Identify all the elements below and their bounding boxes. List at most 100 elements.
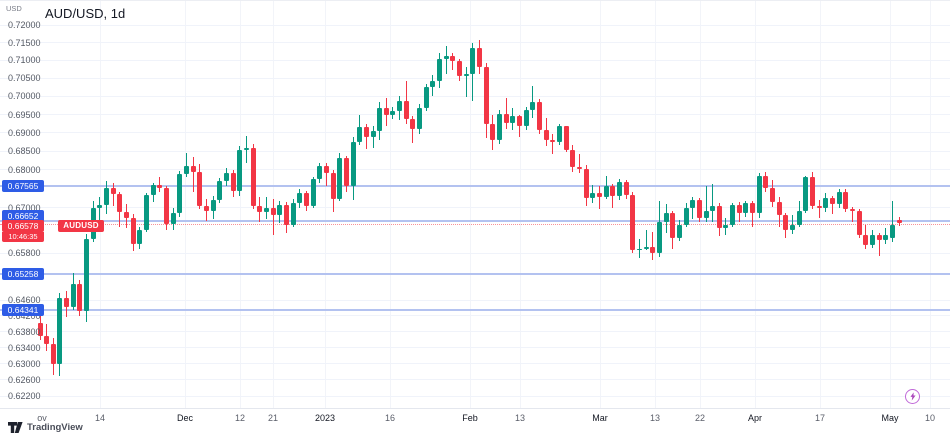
candle-body[interactable]: [44, 335, 50, 344]
candle-wick[interactable]: [412, 116, 414, 144]
candle-wick[interactable]: [645, 230, 647, 251]
candle-body[interactable]: [450, 56, 456, 62]
candle-body[interactable]: [690, 199, 696, 208]
candle-body[interactable]: [843, 192, 849, 210]
candle-body[interactable]: [390, 110, 396, 116]
candle-body[interactable]: [270, 207, 276, 216]
candle-body[interactable]: [763, 175, 769, 188]
candle-body[interactable]: [616, 181, 622, 197]
candle-body[interactable]: [117, 193, 123, 213]
candle-body[interactable]: [164, 187, 170, 225]
candle-body[interactable]: [250, 147, 256, 207]
candle-body[interactable]: [104, 187, 110, 205]
candle-body[interactable]: [537, 101, 542, 130]
candle-body[interactable]: [750, 202, 756, 214]
candle-wick[interactable]: [878, 232, 880, 257]
time-axis[interactable]: ov 14 Dec 12 21 2023 16 Feb 13 Mar 13 22 Apr 17 May 10: [0, 408, 950, 423]
candle-body[interactable]: [477, 47, 483, 67]
candle-body[interactable]: [263, 207, 269, 213]
candle-body[interactable]: [863, 234, 869, 245]
candle-body[interactable]: [243, 147, 249, 150]
candle-body[interactable]: [503, 113, 509, 123]
candle-body[interactable]: [670, 213, 676, 238]
candle-body[interactable]: [583, 169, 589, 199]
candle-body[interactable]: [437, 58, 443, 82]
candle-body[interactable]: [716, 205, 722, 229]
candle-wick[interactable]: [272, 199, 274, 235]
candle-body[interactable]: [563, 126, 569, 150]
candle-body[interactable]: [77, 283, 83, 311]
price-line-label[interactable]: 0.65258: [2, 268, 44, 281]
candle-body[interactable]: [237, 149, 243, 191]
candle-body[interactable]: [656, 221, 662, 254]
candle-body[interactable]: [363, 127, 369, 138]
candle-wick[interactable]: [505, 98, 507, 130]
candle-wick[interactable]: [112, 183, 114, 206]
candle-body[interactable]: [470, 47, 476, 75]
candle-body[interactable]: [170, 212, 176, 225]
candle-body[interactable]: [810, 177, 816, 206]
candle-body[interactable]: [856, 210, 862, 235]
candle-wick[interactable]: [552, 133, 554, 155]
candle-body[interactable]: [257, 206, 263, 213]
candle-body[interactable]: [743, 202, 749, 214]
candle-wick[interactable]: [578, 154, 580, 173]
horizontal-price-line[interactable]: [0, 273, 950, 276]
candle-body[interactable]: [876, 234, 882, 240]
candle-body[interactable]: [736, 205, 742, 214]
candle-wick[interactable]: [612, 184, 614, 209]
economic-event-lightning-icon[interactable]: [905, 389, 920, 404]
candle-body[interactable]: [636, 248, 642, 250]
candle-body[interactable]: [303, 193, 309, 207]
candle-body[interactable]: [889, 224, 895, 238]
candle-body[interactable]: [663, 213, 669, 222]
candle-body[interactable]: [50, 343, 56, 365]
candle-body[interactable]: [277, 205, 283, 216]
candle-wick[interactable]: [192, 156, 194, 192]
candle-body[interactable]: [124, 212, 130, 219]
candle-wick[interactable]: [752, 200, 754, 227]
candle-body[interactable]: [330, 172, 336, 200]
candle-body[interactable]: [623, 181, 629, 196]
candle-body[interactable]: [710, 205, 716, 212]
candle-body[interactable]: [223, 172, 229, 182]
candle-body[interactable]: [610, 185, 616, 197]
candle-wick[interactable]: [852, 206, 854, 222]
candle-body[interactable]: [556, 126, 562, 143]
candlestick-plot-area[interactable]: 0.72000 0.71500 0.71000 0.70500 0.70000 0.695…: [0, 1, 950, 408]
horizontal-price-line[interactable]: [0, 219, 950, 222]
candle-body[interactable]: [397, 100, 403, 111]
candle-body[interactable]: [576, 166, 582, 170]
candle-wick[interactable]: [652, 232, 654, 260]
candle-body[interactable]: [423, 87, 429, 109]
candle-body[interactable]: [523, 110, 529, 127]
candle-body[interactable]: [97, 204, 103, 208]
candle-body[interactable]: [676, 224, 682, 238]
candle-body[interactable]: [803, 177, 809, 211]
price-line-label[interactable]: 0.64341: [2, 304, 44, 317]
candle-body[interactable]: [683, 207, 689, 225]
candle-body[interactable]: [410, 119, 416, 130]
candle-wick[interactable]: [186, 153, 188, 178]
candle-body[interactable]: [144, 195, 150, 230]
candle-body[interactable]: [377, 108, 383, 132]
candle-body[interactable]: [317, 166, 323, 180]
candle-body[interactable]: [417, 108, 423, 130]
candle-body[interactable]: [776, 201, 782, 216]
candle-body[interactable]: [870, 234, 875, 245]
candle-body[interactable]: [350, 142, 356, 187]
candle-wick[interactable]: [692, 196, 694, 219]
candle-body[interactable]: [290, 202, 296, 225]
candle-wick[interactable]: [325, 162, 327, 186]
candle-wick[interactable]: [452, 52, 454, 71]
candle-body[interactable]: [756, 175, 762, 214]
candle-body[interactable]: [530, 101, 536, 111]
candle-body[interactable]: [650, 247, 656, 254]
candle-wick[interactable]: [445, 45, 447, 75]
candle-body[interactable]: [197, 171, 203, 207]
candle-body[interactable]: [137, 229, 143, 245]
candle-wick[interactable]: [598, 185, 600, 210]
candle-body[interactable]: [510, 116, 516, 123]
candle-body[interactable]: [343, 158, 349, 187]
candle-body[interactable]: [696, 199, 702, 219]
